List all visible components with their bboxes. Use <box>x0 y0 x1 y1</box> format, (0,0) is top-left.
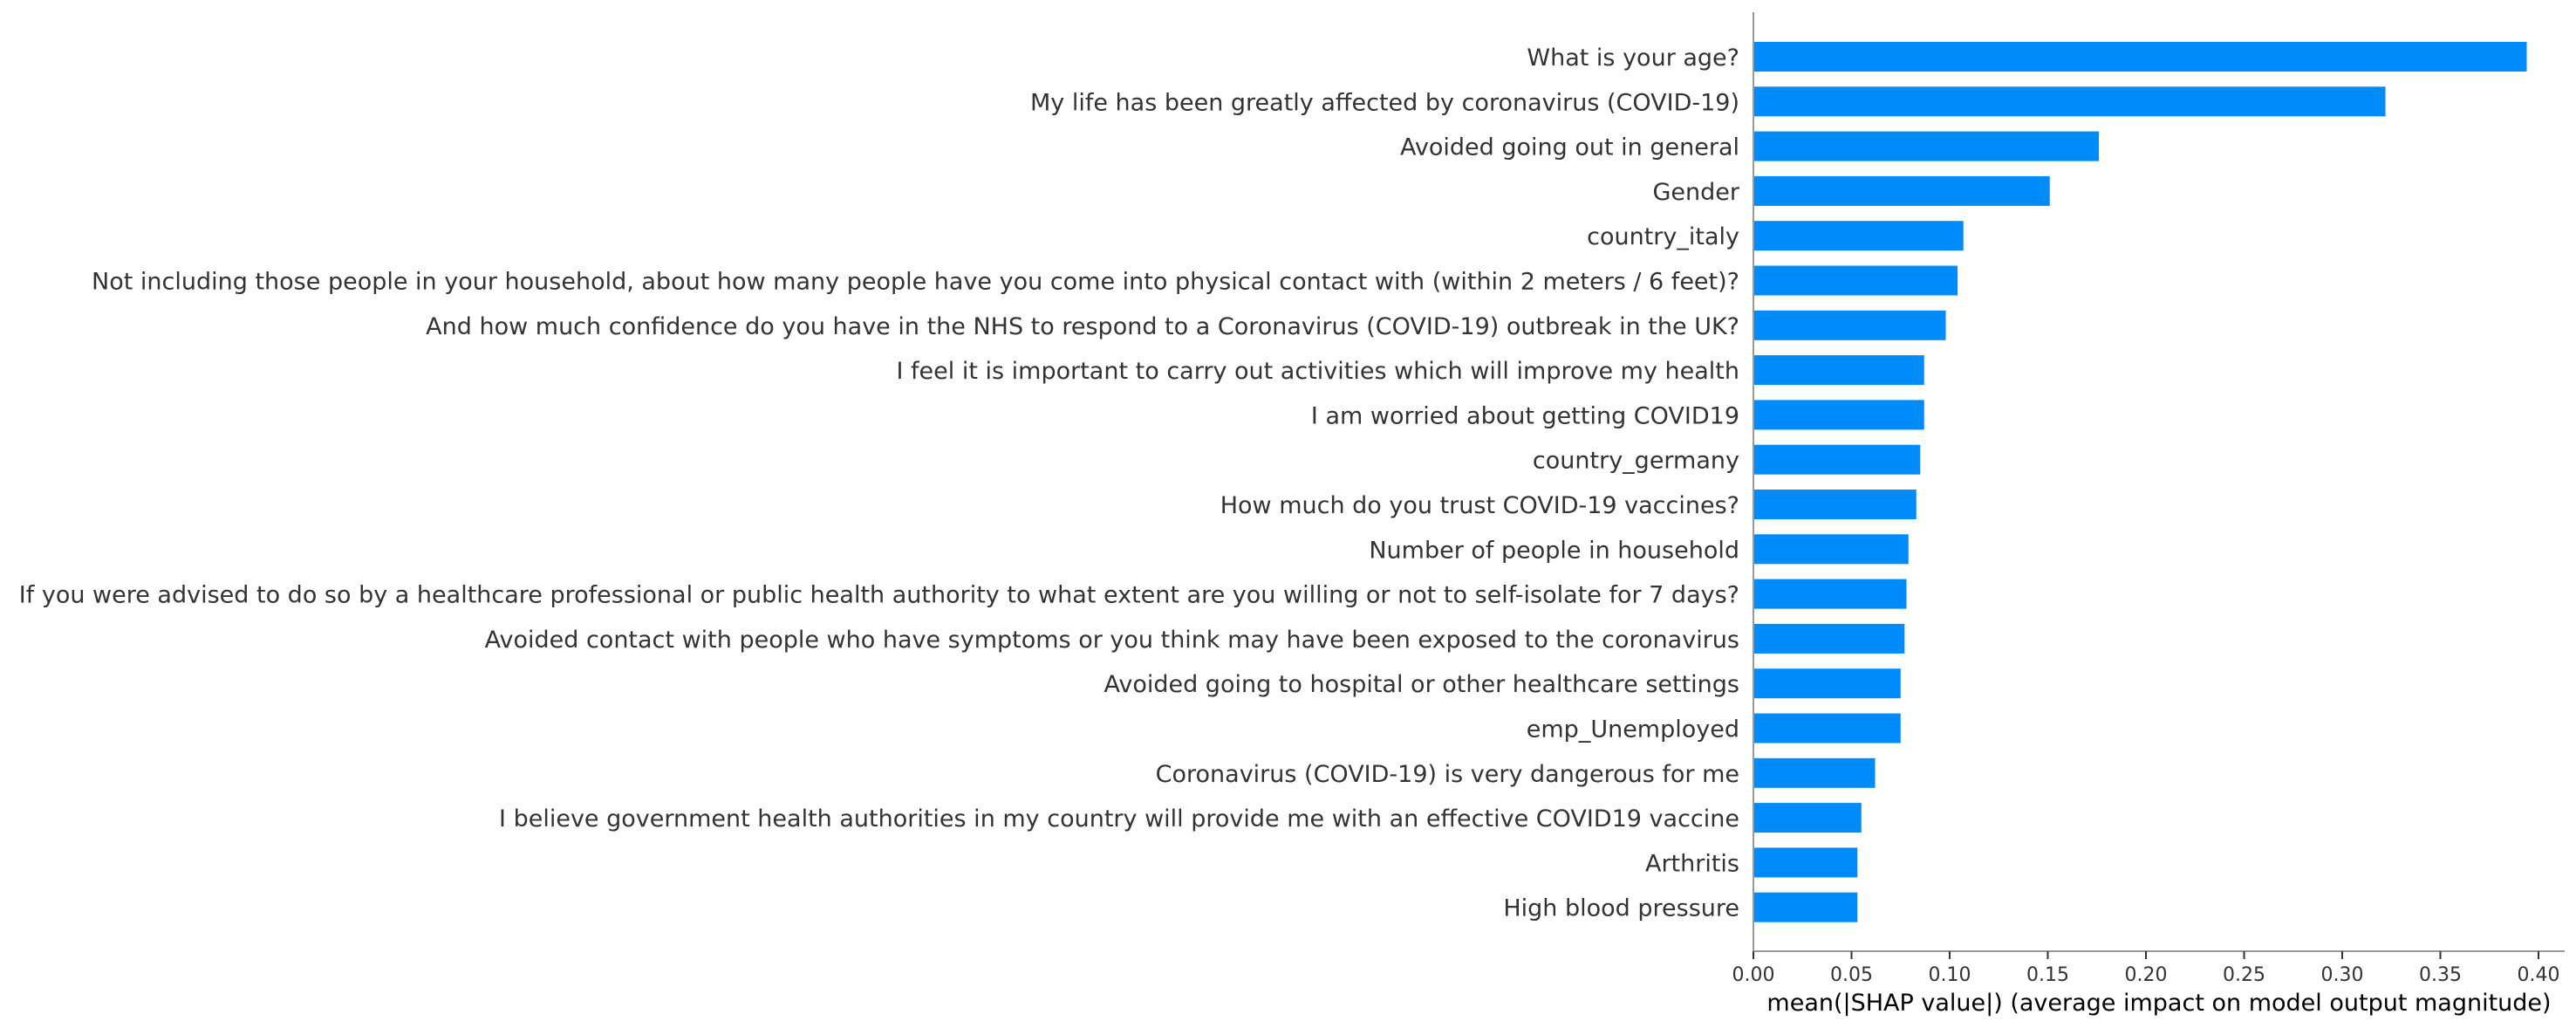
category-label-13: If you were advised to do so by a health… <box>19 582 1739 609</box>
bar-1 <box>1753 42 2527 72</box>
category-label-4: Gender <box>1653 179 1740 206</box>
category-label-1: What is your age? <box>1527 45 1739 72</box>
bar-15 <box>1753 668 1901 699</box>
category-label-16: emp_Unemployed <box>1527 716 1739 744</box>
category-label-15: Avoided going to hospital or other healt… <box>1104 671 1739 698</box>
x-tick-label: 0.00 <box>1732 964 1775 986</box>
bar-11 <box>1753 490 1917 519</box>
bar-20 <box>1753 892 1858 922</box>
bar-6 <box>1753 265 1958 296</box>
x-tick-label: 0.35 <box>2419 964 2462 986</box>
bar-7 <box>1753 310 1946 340</box>
bar-12 <box>1753 534 1909 565</box>
category-label-17: Coronavirus (COVID-19) is very dangerous… <box>1156 761 1739 788</box>
bars-group <box>1753 42 2527 922</box>
category-label-6: Not including those people in your house… <box>92 269 1739 296</box>
bar-5 <box>1753 221 1964 251</box>
x-tick-label: 0.15 <box>2026 964 2069 986</box>
bar-19 <box>1753 847 1858 878</box>
category-label-19: Arthritis <box>1645 850 1739 877</box>
category-label-7: And how much confidence do you have in t… <box>426 313 1739 340</box>
bar-10 <box>1753 444 1921 475</box>
x-tick-label: 0.05 <box>1830 964 1873 986</box>
category-label-14: Avoided contact with people who have sym… <box>485 627 1739 654</box>
bar-16 <box>1753 713 1901 744</box>
category-label-5: country_italy <box>1587 223 1739 250</box>
bar-2 <box>1753 86 2386 117</box>
category-label-9: I am worried about getting COVID19 <box>1311 402 1739 429</box>
x-tick-label: 0.30 <box>2321 964 2364 986</box>
x-ticks-group: 0.00 0.05 0.10 0.15 0.20 0.25 0.30 0.35 0.40 <box>1732 951 2560 986</box>
category-label-18: I believe government health authorities … <box>499 805 1739 833</box>
category-label-11: How much do you trust COVID-19 vaccines? <box>1220 492 1739 519</box>
bar-4 <box>1753 175 2050 206</box>
bar-8 <box>1753 355 1924 386</box>
bar-17 <box>1753 757 1876 788</box>
bar-3 <box>1753 131 2099 161</box>
x-tick-label: 0.20 <box>2125 964 2168 986</box>
bar-18 <box>1753 803 1862 833</box>
category-labels-group: What is your age? My life has been greatl… <box>19 45 1740 922</box>
x-tick-label: 0.10 <box>1929 964 1971 986</box>
category-label-3: Avoided going out in general <box>1400 134 1739 161</box>
bar-9 <box>1753 400 1924 430</box>
bar-13 <box>1753 579 1907 609</box>
category-label-10: country_germany <box>1533 448 1739 475</box>
category-label-20: High blood pressure <box>1503 895 1739 922</box>
category-label-8: I feel it is important to carry out acti… <box>896 358 1739 385</box>
category-label-2: My life has been greatly affected by cor… <box>1030 89 1739 116</box>
category-label-12: Number of people in household <box>1369 537 1739 564</box>
x-tick-label: 0.25 <box>2223 964 2265 986</box>
x-tick-label: 0.40 <box>2518 964 2560 986</box>
bar-14 <box>1753 623 1905 654</box>
x-axis-title: mean(|SHAP value|) (average impact on mo… <box>1766 990 2551 1017</box>
